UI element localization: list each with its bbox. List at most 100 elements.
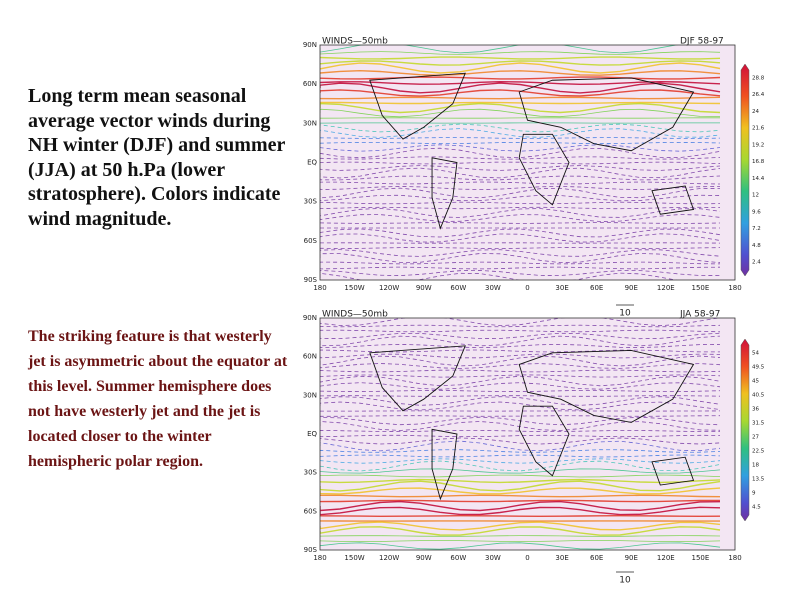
lon-label: 30W	[485, 284, 501, 292]
colorbar-label: 24	[752, 109, 759, 115]
colorbar-label: 9	[752, 491, 756, 497]
colorbar-label: 22.5	[752, 449, 765, 455]
lon-label: 120E	[657, 284, 675, 292]
streamline	[320, 147, 721, 159]
lat-label: EQ	[307, 159, 317, 167]
coastline	[431, 157, 458, 230]
streamline	[320, 494, 721, 498]
body-text: The striking feature is that westerly je…	[28, 328, 288, 470]
coastline	[518, 77, 695, 152]
streamline	[320, 175, 721, 181]
streamline	[320, 89, 721, 97]
streamline	[320, 434, 721, 438]
colorbar-label: 4.8	[752, 243, 761, 249]
streamline	[320, 369, 721, 373]
streamline	[320, 249, 721, 257]
colorbar-label: 16.8	[752, 159, 765, 165]
colorbar-label: 18	[752, 463, 759, 469]
lon-label: 150E	[692, 554, 710, 562]
lon-label: 0	[525, 284, 529, 292]
lon-label: 120W	[379, 554, 399, 562]
streamline	[320, 480, 721, 492]
streamline	[320, 478, 721, 484]
streamline	[320, 60, 721, 66]
wind-map: WINDS—50mb JJA 58-9790N60N30NEQ30S60S90S1…	[303, 310, 765, 563]
streamline	[320, 401, 721, 411]
colorbar-label: 49.5	[752, 365, 765, 371]
streamline	[320, 318, 721, 327]
lat-label: 60S	[304, 507, 318, 515]
streamline	[320, 62, 721, 74]
streamline	[320, 167, 721, 179]
colorbar-label: 19.2	[752, 142, 764, 148]
lat-label: 90N	[303, 314, 317, 322]
streamline	[320, 76, 721, 80]
streamline	[320, 252, 721, 264]
streamline	[320, 247, 721, 249]
lat-label: 30S	[304, 198, 318, 206]
coastline	[651, 185, 695, 215]
lon-label: 60E	[590, 554, 603, 562]
colorbar-label: 54	[752, 351, 759, 357]
streamline	[320, 51, 721, 55]
map-plot	[320, 318, 735, 550]
streamline	[320, 181, 721, 185]
lat-label: 60N	[303, 353, 317, 361]
streamline	[320, 474, 721, 478]
streamline	[320, 440, 721, 452]
streamline	[320, 343, 721, 349]
lat-label: EQ	[307, 430, 317, 438]
colorbar-label: 27	[752, 435, 759, 441]
colorbar-label: 21.6	[752, 126, 765, 132]
coastline	[431, 428, 458, 501]
heading: Long term mean seasonal average vector w…	[28, 85, 286, 230]
map-background	[320, 318, 735, 550]
map-title: WINDS—50mb	[322, 37, 388, 47]
streamline	[320, 96, 721, 100]
lon-label: 90W	[416, 284, 432, 292]
colorbar-label: 40.5	[752, 393, 765, 399]
lon-label: 60W	[450, 554, 466, 562]
lat-label: 30N	[303, 391, 317, 399]
streamline	[320, 266, 721, 270]
coastline	[518, 133, 570, 206]
lon-label: 180	[728, 554, 741, 562]
lon-label: 60E	[590, 284, 603, 292]
streamline	[320, 214, 721, 222]
lon-label: 30E	[555, 284, 568, 292]
colorbar-label: 12	[752, 193, 759, 199]
lon-label: 30E	[555, 554, 568, 562]
lon-label: 60W	[450, 284, 466, 292]
streamline	[320, 269, 721, 277]
streamline	[320, 185, 721, 191]
lat-label: 90N	[303, 41, 317, 49]
streamline	[320, 375, 721, 387]
streamline	[320, 415, 721, 417]
streamline	[320, 514, 721, 518]
streamline	[320, 487, 721, 495]
lat-label: 30S	[304, 469, 318, 477]
streamline	[320, 233, 721, 243]
streamline	[320, 389, 721, 393]
streamline	[320, 526, 721, 536]
streamline	[320, 137, 721, 139]
streamline	[320, 458, 721, 464]
streamline	[320, 69, 721, 77]
map-period: DJF 58-97	[680, 37, 724, 47]
streamline	[320, 468, 721, 474]
streamline	[320, 535, 721, 537]
streamline	[320, 56, 721, 60]
streamline	[320, 539, 721, 543]
colorbar-label: 28.8	[752, 76, 765, 82]
streamline	[320, 272, 678, 280]
streamline	[320, 141, 721, 145]
lon-label: 150W	[344, 284, 364, 292]
streamline	[320, 228, 721, 238]
streamline	[320, 500, 721, 512]
streamline	[320, 144, 721, 152]
streamline	[320, 349, 720, 353]
streamline	[320, 454, 721, 458]
streamline	[320, 374, 721, 378]
coastline	[518, 350, 695, 423]
